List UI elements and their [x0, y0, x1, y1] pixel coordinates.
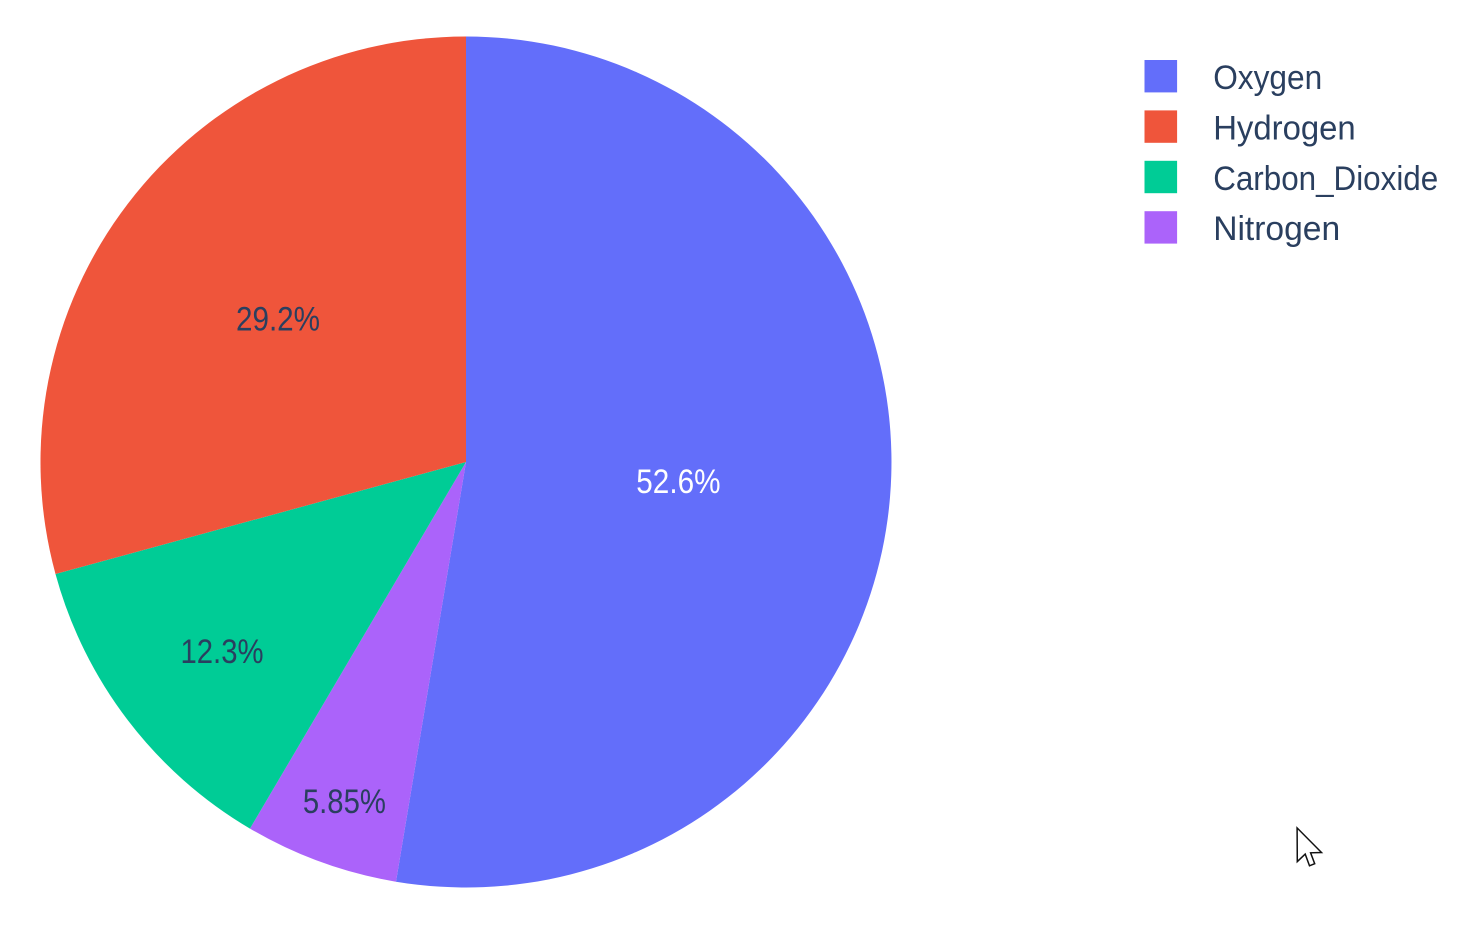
svg-text:Oxygen: Oxygen — [1213, 59, 1322, 97]
svg-text:52.6%: 52.6% — [636, 463, 720, 501]
svg-text:29.2%: 29.2% — [236, 301, 320, 339]
svg-text:Hydrogen: Hydrogen — [1213, 110, 1356, 148]
svg-text:Nitrogen: Nitrogen — [1213, 210, 1340, 248]
svg-text:5.85%: 5.85% — [303, 783, 386, 821]
svg-text:Carbon_Dioxide: Carbon_Dioxide — [1213, 160, 1438, 198]
svg-text:12.3%: 12.3% — [181, 633, 264, 671]
